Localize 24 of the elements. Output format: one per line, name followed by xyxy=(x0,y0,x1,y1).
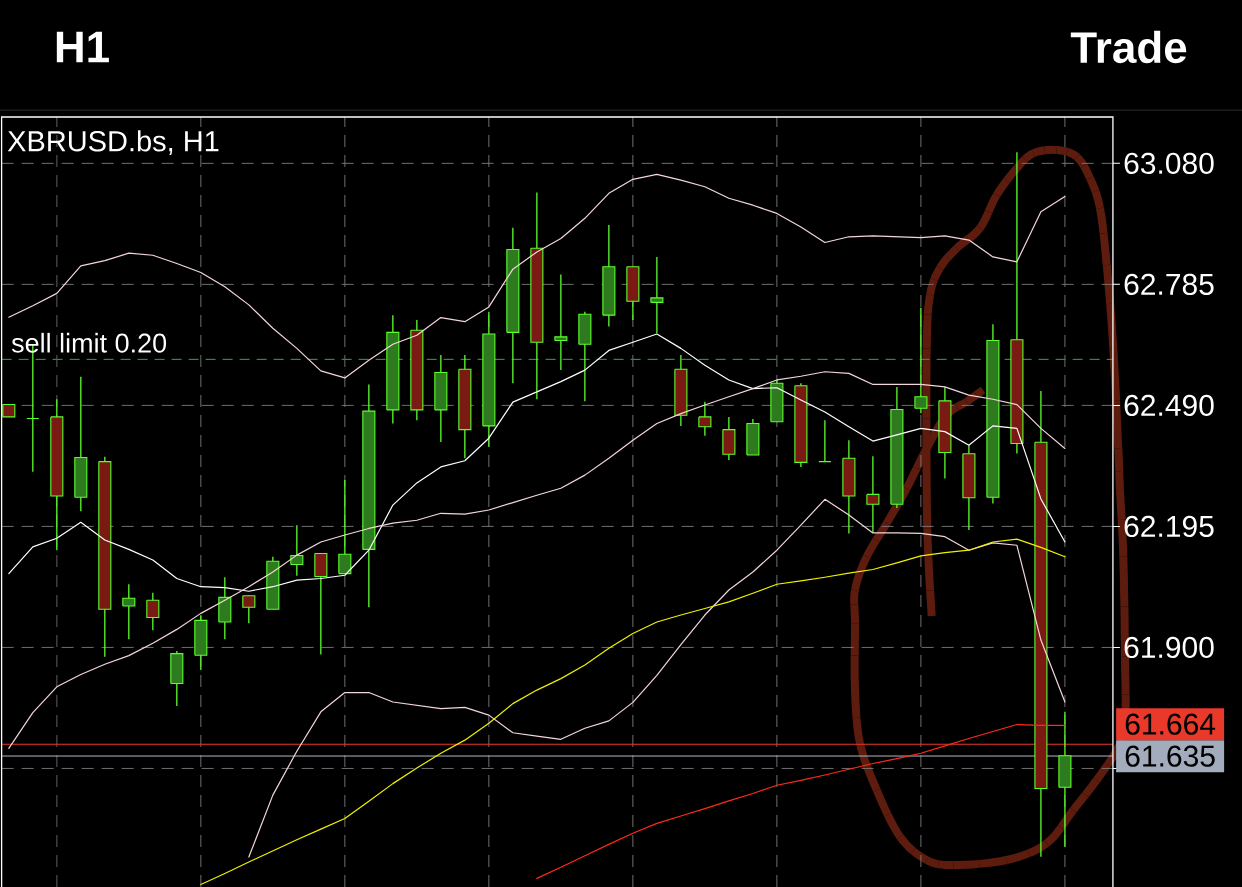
ref-line-label: 61.635 xyxy=(1125,745,1215,767)
text: Trade xyxy=(1070,30,1187,64)
candlestick xyxy=(122,583,136,640)
candlestick xyxy=(698,401,712,437)
line-series xyxy=(536,723,1066,879)
ref-line-label: sell limit 0.20 xyxy=(11,332,167,353)
y-tick-label: 62.490 xyxy=(1124,394,1214,417)
text: H1 xyxy=(56,31,109,63)
y-tick-label: 61.900 xyxy=(1124,636,1214,659)
candlestick xyxy=(290,524,304,577)
candlestick xyxy=(866,455,880,534)
candlestick xyxy=(650,256,664,334)
candlestick xyxy=(146,592,160,631)
line-series xyxy=(8,333,1066,592)
y-tick-label: 62.195 xyxy=(1124,515,1214,538)
y-tick-label: 63.080 xyxy=(1124,152,1214,174)
candlestick xyxy=(554,273,568,371)
chart-title: XBRUSD.bs, H1 xyxy=(7,130,219,155)
ref-line-label: 61.664 xyxy=(1125,713,1216,735)
candlestick xyxy=(338,479,352,575)
candlestick xyxy=(242,595,256,624)
candlestick xyxy=(818,419,832,463)
candlestick xyxy=(314,552,328,656)
y-tick-label: 62.785 xyxy=(1124,273,1214,295)
